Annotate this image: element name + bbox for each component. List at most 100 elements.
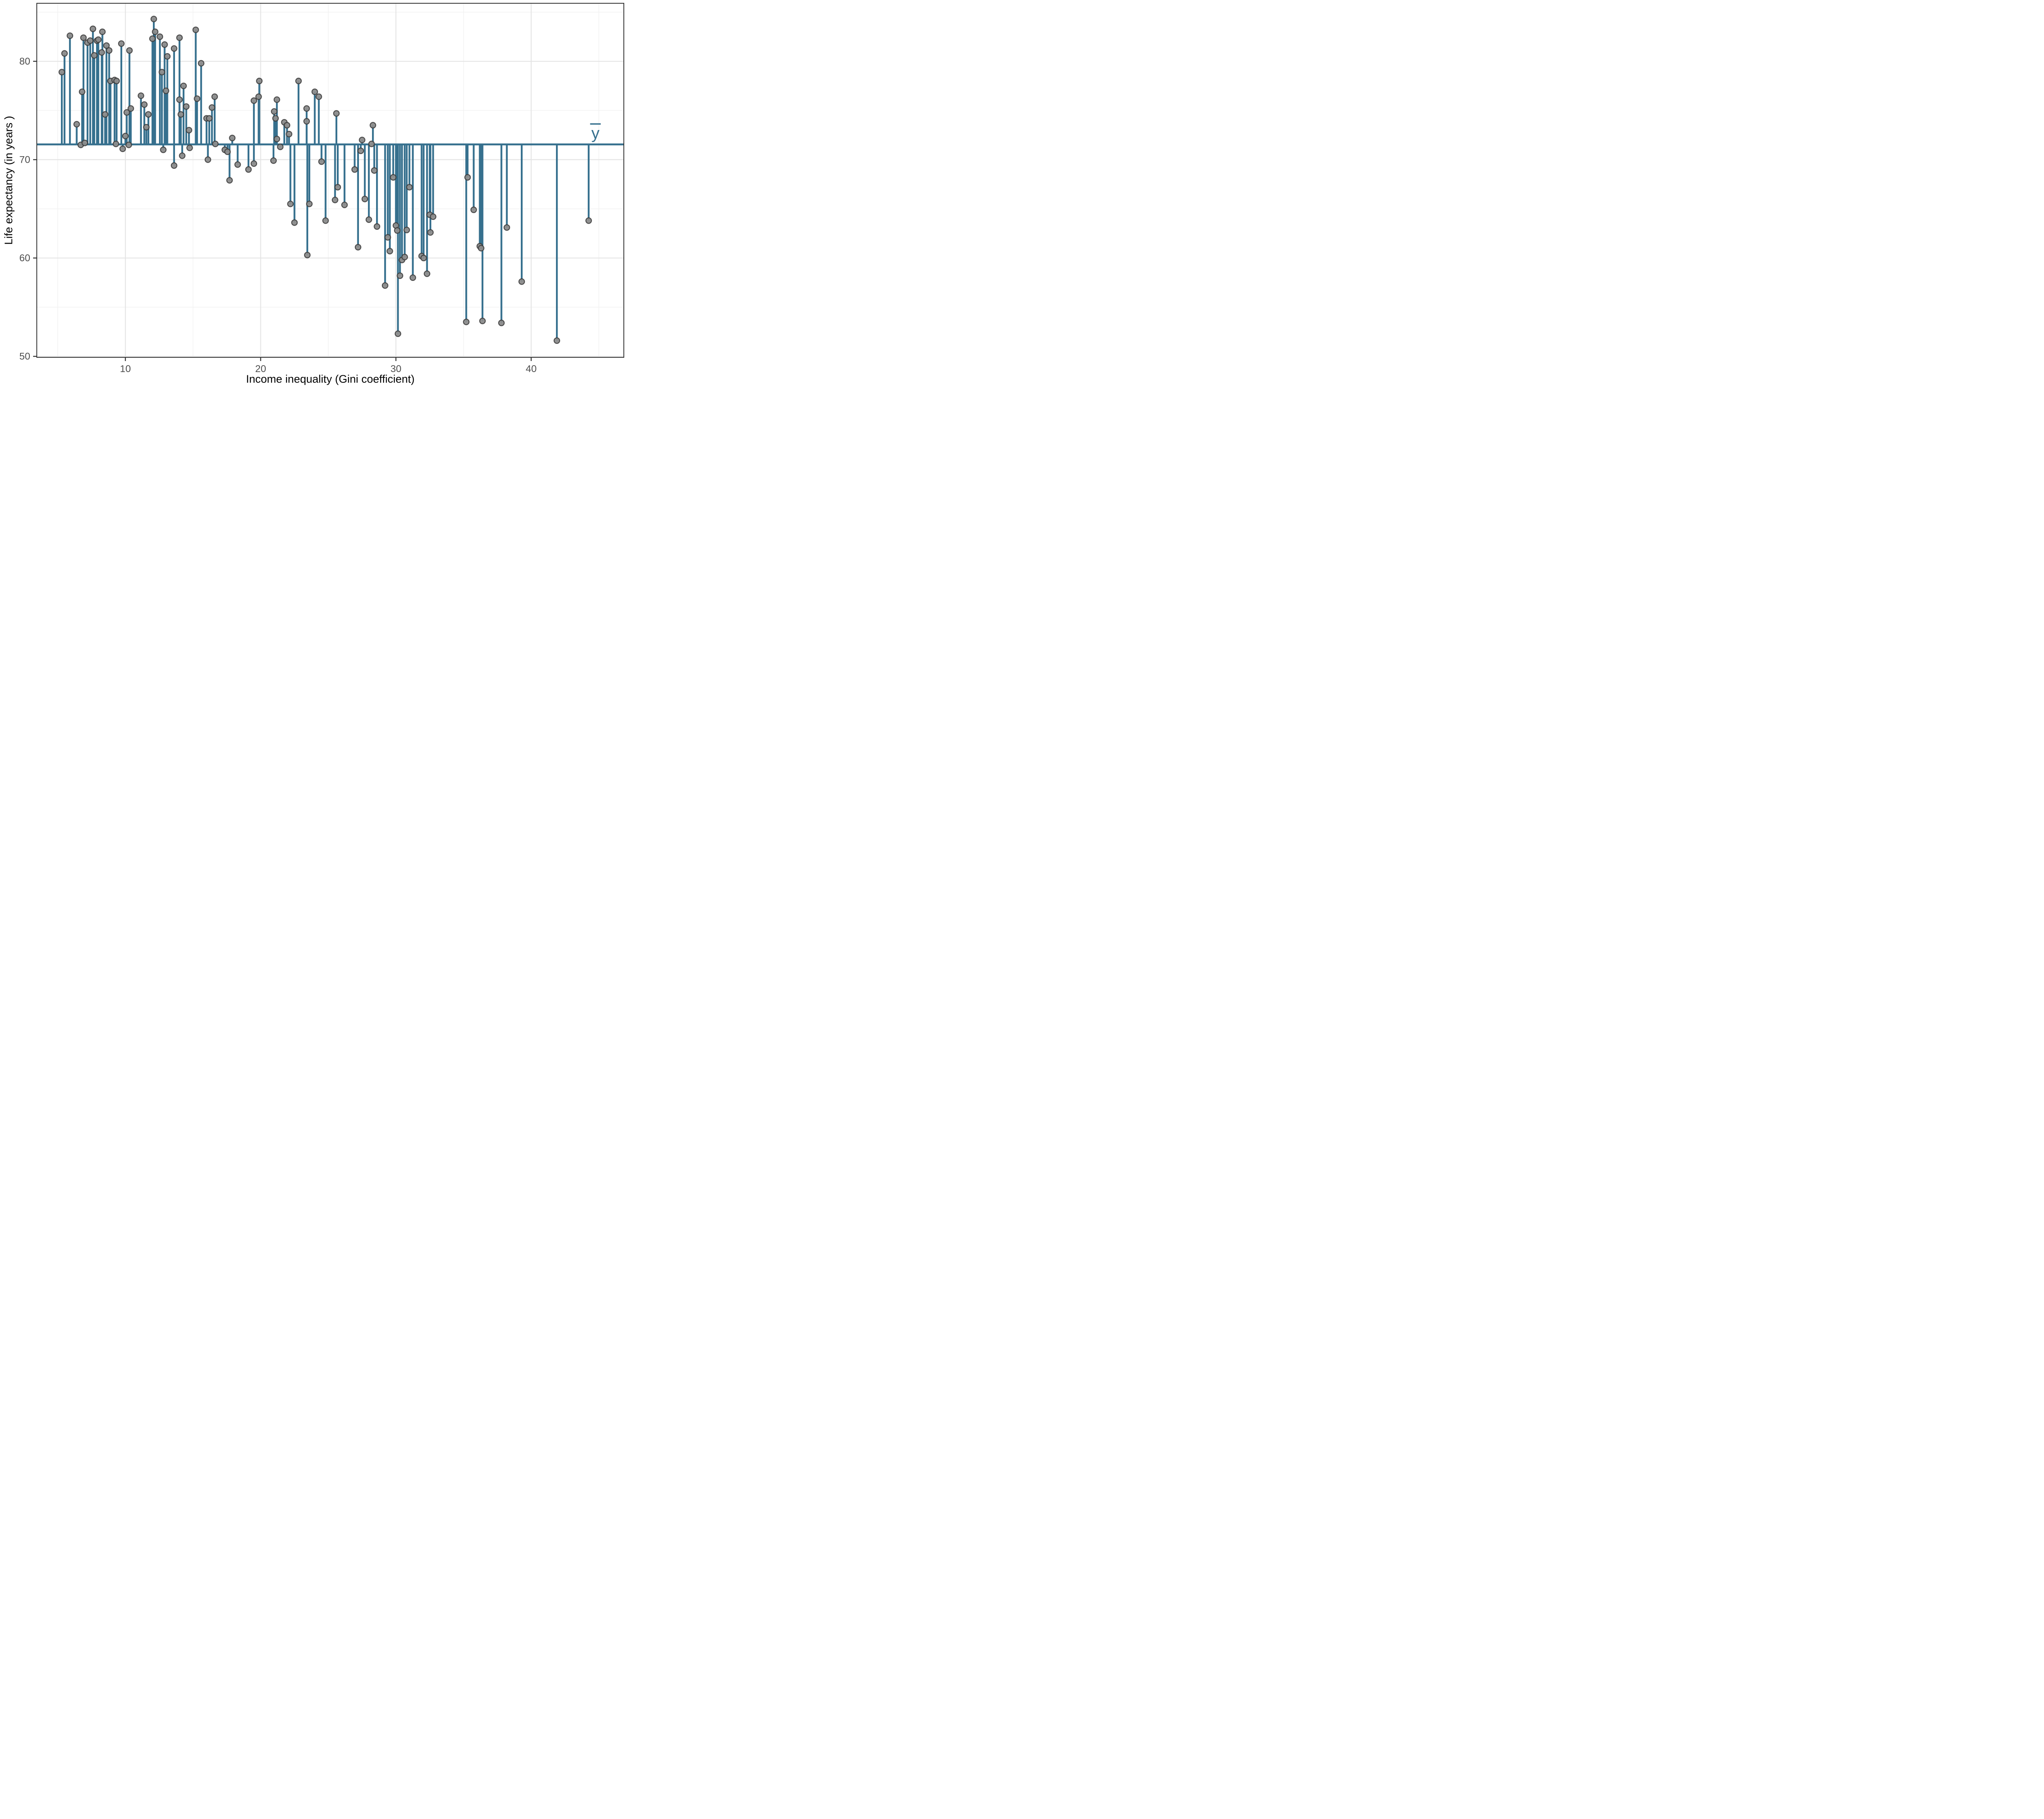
data-point (95, 36, 102, 43)
data-point (162, 87, 169, 94)
data-point (164, 53, 171, 60)
data-point (361, 195, 368, 202)
data-point (518, 278, 525, 285)
data-point (394, 227, 401, 234)
data-point (103, 42, 110, 49)
data-point (145, 111, 152, 118)
data-point (80, 34, 87, 41)
data-point (351, 166, 358, 173)
data-point (464, 174, 471, 181)
data-point (273, 135, 280, 142)
data-point (150, 16, 157, 22)
data-point (284, 122, 291, 129)
data-point (357, 147, 364, 154)
data-point (177, 111, 184, 118)
data-point (170, 45, 177, 52)
data-point (368, 140, 375, 147)
data-point (106, 47, 113, 54)
data-point (303, 118, 310, 125)
data-point (87, 37, 94, 44)
data-point (286, 130, 293, 137)
data-point (390, 174, 397, 181)
data-point (179, 152, 186, 159)
data-point (470, 206, 477, 213)
data-point (386, 248, 393, 255)
data-point (271, 108, 278, 115)
y-tick-label: 50 (19, 351, 30, 362)
data-point (211, 93, 218, 100)
data-point (160, 146, 167, 153)
data-point (194, 95, 201, 102)
data-point (234, 161, 241, 168)
data-point (365, 216, 372, 223)
data-point (430, 213, 437, 220)
data-point (212, 140, 219, 147)
data-point (420, 255, 427, 262)
data-point (206, 115, 213, 122)
data-point (198, 60, 205, 67)
ybar-mean-label: y (592, 124, 600, 142)
data-point (359, 137, 365, 144)
data-point (229, 135, 236, 141)
y-axis-title: Life expectancy (in years ) (2, 116, 15, 244)
data-point (157, 33, 164, 40)
data-point (208, 104, 215, 111)
data-point (170, 162, 177, 169)
data-point (159, 69, 166, 76)
data-point (61, 50, 68, 57)
data-point (287, 200, 294, 207)
data-point (503, 224, 510, 231)
data-point (295, 78, 302, 85)
data-point (176, 96, 183, 103)
data-point (277, 144, 284, 150)
axis-tick-labels: 50 60 70 80 10 20 30 40 (19, 56, 536, 375)
data-point (333, 110, 340, 117)
data-point (224, 148, 231, 155)
data-point (332, 197, 338, 204)
data-point (304, 251, 311, 258)
data-point (98, 49, 105, 56)
data-point (137, 92, 144, 99)
data-point (403, 227, 410, 233)
data-points (58, 16, 592, 344)
data-point (554, 337, 560, 344)
x-tick-label: 10 (120, 363, 131, 375)
data-point (477, 244, 484, 251)
data-point (73, 121, 80, 128)
data-point (409, 274, 416, 281)
data-point (67, 32, 74, 39)
data-point (270, 157, 277, 164)
data-point (255, 93, 262, 100)
data-point (498, 319, 505, 326)
data-point (126, 47, 133, 54)
x-axis-title: Income inequality (Gini coefficient) (246, 373, 415, 385)
data-point (183, 103, 190, 110)
data-point (273, 96, 280, 103)
data-point (291, 219, 298, 226)
x-tick-label: 30 (390, 363, 401, 375)
data-point (113, 78, 120, 85)
data-point (318, 158, 325, 165)
data-point (192, 26, 199, 33)
data-point (424, 270, 430, 277)
residual-stems (61, 19, 590, 341)
data-point (245, 166, 252, 173)
data-point (152, 28, 159, 35)
data-point (180, 83, 187, 90)
data-point (127, 105, 134, 112)
data-point (406, 184, 413, 191)
data-point (479, 317, 486, 324)
data-point (585, 217, 592, 224)
data-point (251, 160, 258, 167)
chart-figure: 50 60 70 80 10 20 30 40 Income inequality (Gini… (0, 0, 625, 386)
data-point (78, 88, 85, 95)
data-point (374, 223, 381, 230)
data-point (334, 184, 341, 191)
data-point (90, 25, 96, 32)
panel-border (36, 3, 624, 358)
y-tick-label: 70 (19, 154, 30, 165)
data-point (384, 234, 391, 241)
data-point (118, 40, 125, 47)
data-point (394, 330, 401, 337)
data-point (382, 282, 389, 289)
